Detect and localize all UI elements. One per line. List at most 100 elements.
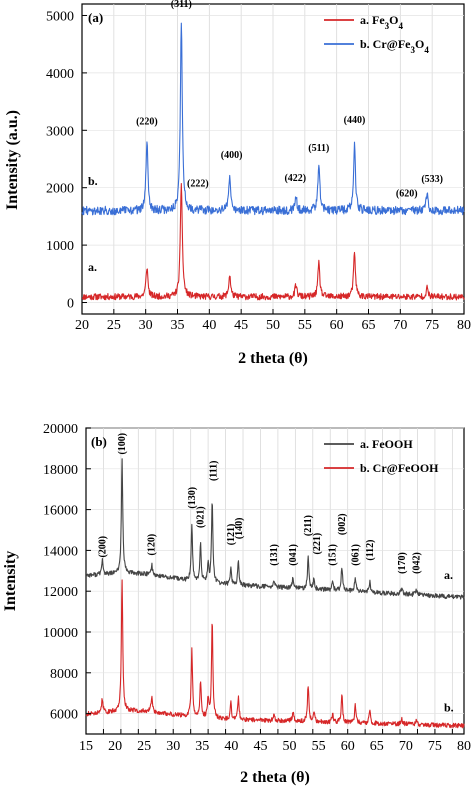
y-tick-label: 3000 — [46, 124, 74, 139]
x-tick-label: 45 — [234, 318, 248, 333]
x-tick-label: 50 — [266, 318, 280, 333]
x-tick-label: 60 — [330, 318, 344, 333]
y-tick-label: 14000 — [43, 544, 78, 559]
y-tick-label: 10000 — [43, 626, 78, 641]
y-tick-label: 6000 — [50, 708, 78, 723]
y-tick-label: 18000 — [43, 463, 78, 478]
panel-b-xrd-chart: 15 20 25 30 35 40 45 50 55 60 65 70 75 80 6000 8000 1000… — [2, 422, 471, 786]
panel-b-series-labels: a. b. — [444, 568, 454, 715]
peak-label: (211) — [303, 515, 314, 536]
x-tick-label: 40 — [224, 739, 238, 754]
legend-entry: b. Cr@FeOOH — [360, 461, 439, 475]
x-tick-label: 20 — [75, 318, 89, 333]
peak-label: (021) — [196, 506, 207, 528]
legend-entry: a. Fe3O4 — [360, 13, 404, 31]
y-tick-label: 5000 — [46, 9, 74, 24]
panel-a-label: (a) — [88, 10, 103, 25]
legend-entry: a. FeOOH — [360, 437, 413, 451]
y-tick-label: 4000 — [46, 67, 74, 82]
x-tick-label: 70 — [393, 318, 407, 333]
panel-a-peak-labels: (220) (311) (222) (400) (422) (511) (440) (620)… — [136, 0, 443, 199]
series-tag-label: b. — [444, 701, 454, 715]
peak-label: (120) — [147, 534, 158, 556]
panel-a-x-axis-title: 2 theta (θ) — [238, 350, 308, 367]
x-tick-label: 30 — [139, 318, 153, 333]
x-tick-label: 20 — [108, 739, 122, 754]
peak-label: (151) — [328, 544, 339, 566]
series-trace-b — [81, 22, 465, 216]
panel-a-series-labels: a. b. — [88, 174, 98, 274]
legend-entry: b. Cr@Fe3O4 — [360, 37, 429, 55]
series-tag-label: a. — [88, 260, 97, 274]
peak-label: (222) — [187, 179, 209, 190]
panel-b-y-axis-title: Intensity — [2, 551, 19, 611]
x-tick-label: 55 — [312, 739, 326, 754]
x-tick-label: 80 — [457, 318, 471, 333]
x-tick-label: 35 — [171, 318, 185, 333]
x-tick-label: 65 — [362, 318, 376, 333]
peak-label: (311) — [171, 0, 192, 10]
peak-label: (533) — [421, 174, 443, 185]
panel-b-plot-frame — [85, 427, 465, 735]
series-trace-a — [85, 458, 465, 600]
peak-label: (131) — [269, 544, 280, 566]
panel-b-legend: a. FeOOH b. Cr@FeOOH — [324, 437, 439, 475]
series-tag-label: a. — [444, 568, 453, 582]
peak-label: (511) — [308, 143, 329, 154]
peak-label: (140) — [234, 518, 245, 540]
y-tick-label: 16000 — [43, 504, 78, 519]
x-tick-label: 75 — [425, 318, 439, 333]
x-tick-label: 55 — [298, 318, 312, 333]
panel-b-series — [85, 458, 465, 729]
panel-a-legend: a. Fe3O4 b. Cr@Fe3O4 — [324, 13, 429, 55]
peak-label: (422) — [284, 173, 306, 184]
series-trace-a — [81, 182, 465, 301]
y-tick-label: 20000 — [43, 422, 78, 437]
peak-label: (121) — [226, 524, 237, 546]
x-tick-label: 25 — [107, 318, 121, 333]
peak-label: (100) — [117, 433, 128, 455]
peak-label: (061) — [350, 544, 361, 566]
panel-b-ticks: 15 20 25 30 35 40 45 50 55 60 65 70 75 80 6000 8000 1000… — [43, 422, 471, 754]
x-tick-label: 40 — [202, 318, 216, 333]
peak-label: (111) — [208, 460, 219, 481]
panel-b-label: (b) — [91, 434, 107, 449]
panel-b-gridlines — [86, 427, 464, 734]
x-tick-label: 60 — [341, 739, 355, 754]
peak-label: (220) — [136, 117, 158, 128]
peak-label: (112) — [365, 539, 376, 560]
x-tick-label: 65 — [370, 739, 384, 754]
x-tick-label: 75 — [428, 739, 442, 754]
panel-b-peak-labels: (200) (100) (120) (130)(021) (111) (121)(140)… — [97, 433, 422, 574]
panel-a-xrd-chart: 20 25 30 35 40 45 50 55 60 65 70 75 80 0 1000 2000 3000 4… — [4, 0, 471, 367]
panel-a-ticks: 20 25 30 35 40 45 50 55 60 65 70 75 80 0 1000 2000 3000 4… — [46, 9, 471, 333]
x-tick-label: 15 — [79, 739, 93, 754]
panel-b-x-axis-title: 2 theta (θ) — [240, 769, 310, 786]
panel-a-y-axis-title: Intensity (a.u.) — [4, 110, 21, 210]
y-tick-label: 8000 — [50, 667, 78, 682]
x-tick-label: 30 — [166, 739, 180, 754]
peak-label: (440) — [344, 115, 366, 126]
peak-label: (130) — [187, 487, 198, 509]
series-tag-label: b. — [88, 174, 98, 188]
peak-label: (041) — [288, 544, 299, 566]
x-tick-label: 50 — [283, 739, 297, 754]
series-trace-b — [85, 579, 465, 729]
x-tick-label: 45 — [253, 739, 267, 754]
y-tick-label: 0 — [67, 297, 74, 312]
x-tick-label: 35 — [195, 739, 209, 754]
x-tick-label: 70 — [399, 739, 413, 754]
peak-label: (200) — [97, 536, 108, 558]
x-tick-label: 80 — [457, 739, 471, 754]
peak-label: (042) — [411, 552, 422, 574]
peak-label: (400) — [221, 150, 243, 161]
peak-label: (170) — [397, 552, 408, 574]
panel-a-series — [81, 22, 465, 301]
y-tick-label: 12000 — [43, 585, 78, 600]
peak-label: (002) — [337, 513, 348, 535]
x-tick-label: 25 — [137, 739, 151, 754]
y-tick-label: 1000 — [46, 239, 74, 254]
y-tick-label: 2000 — [46, 182, 74, 197]
peak-label: (221) — [312, 533, 323, 555]
